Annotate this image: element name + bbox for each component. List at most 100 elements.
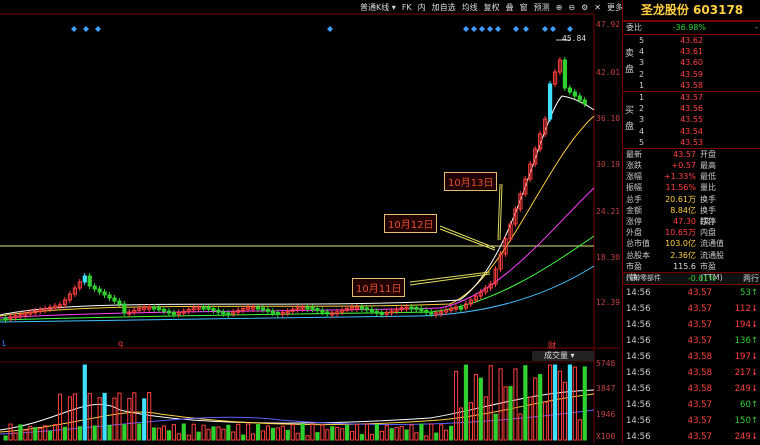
candle[interactable] bbox=[132, 309, 137, 313]
volume-bar[interactable] bbox=[211, 426, 216, 441]
volume-bar[interactable] bbox=[147, 392, 152, 441]
candle[interactable] bbox=[255, 306, 261, 310]
volume-bar[interactable] bbox=[354, 423, 360, 441]
candle[interactable] bbox=[389, 310, 394, 314]
candle[interactable] bbox=[458, 306, 464, 310]
candle[interactable] bbox=[538, 133, 543, 150]
toolbar-add-watchlist[interactable]: 加自选 bbox=[431, 2, 456, 12]
candle[interactable] bbox=[211, 307, 216, 311]
volume-bars[interactable] bbox=[3, 364, 587, 441]
candle[interactable] bbox=[33, 310, 38, 314]
sell-order-row[interactable]: 4 43.61 bbox=[639, 47, 703, 57]
candle[interactable] bbox=[374, 310, 379, 314]
buy-order-row[interactable]: 3 43.55 bbox=[639, 115, 703, 125]
volume-bar[interactable] bbox=[498, 368, 503, 441]
candle[interactable] bbox=[127, 311, 132, 315]
candle[interactable] bbox=[290, 308, 295, 312]
candle[interactable] bbox=[345, 307, 350, 311]
candle[interactable] bbox=[72, 287, 78, 295]
buy-order-row[interactable]: 2 43.56 bbox=[639, 104, 703, 114]
volume-bar[interactable] bbox=[201, 424, 206, 441]
volume-bar[interactable] bbox=[508, 386, 513, 441]
volume-bar[interactable] bbox=[122, 424, 127, 441]
candle[interactable] bbox=[439, 311, 444, 315]
candle[interactable] bbox=[87, 275, 92, 287]
candle[interactable] bbox=[582, 99, 587, 105]
candle[interactable] bbox=[236, 309, 241, 313]
toolbar-inner[interactable]: 内 bbox=[417, 2, 426, 12]
candle[interactable] bbox=[315, 308, 320, 312]
volume-bar[interactable] bbox=[320, 424, 325, 441]
volume-bar[interactable] bbox=[449, 425, 454, 441]
volume-bar[interactable] bbox=[340, 428, 345, 441]
volume-bar[interactable] bbox=[92, 425, 97, 441]
candle[interactable] bbox=[384, 311, 389, 315]
volume-bar[interactable] bbox=[350, 431, 355, 441]
candle[interactable] bbox=[305, 306, 310, 310]
volume-bar[interactable] bbox=[33, 427, 38, 441]
candle[interactable] bbox=[325, 311, 330, 315]
candle[interactable] bbox=[513, 208, 518, 225]
sector-row[interactable]: 汽车零部件 -0.01% 两行 bbox=[623, 271, 760, 285]
candle[interactable] bbox=[543, 118, 548, 135]
candle[interactable] bbox=[557, 59, 563, 73]
volume-bar[interactable] bbox=[394, 426, 399, 441]
buy-order-row[interactable]: 4 43.54 bbox=[639, 126, 703, 136]
candle[interactable] bbox=[206, 306, 211, 310]
volume-bar[interactable] bbox=[359, 434, 365, 441]
volume-bar[interactable] bbox=[181, 423, 186, 441]
candle[interactable] bbox=[320, 309, 325, 313]
volume-bar[interactable] bbox=[488, 365, 493, 441]
candle[interactable] bbox=[246, 306, 251, 310]
volume-bar[interactable] bbox=[28, 425, 33, 441]
candle[interactable] bbox=[23, 312, 28, 316]
sell-order-row[interactable]: 1 43.58 bbox=[639, 80, 703, 90]
volume-bar[interactable] bbox=[582, 366, 587, 441]
volume-bar[interactable] bbox=[577, 419, 582, 441]
volume-bar[interactable] bbox=[166, 430, 172, 441]
volume-bar[interactable] bbox=[345, 425, 350, 441]
volume-bar[interactable] bbox=[419, 423, 424, 441]
volume-bar[interactable] bbox=[13, 432, 18, 441]
candle[interactable] bbox=[488, 283, 493, 289]
volume-bar[interactable] bbox=[206, 428, 211, 441]
candle[interactable] bbox=[295, 307, 300, 311]
event-markers[interactable] bbox=[71, 26, 573, 32]
volume-bar[interactable] bbox=[374, 423, 379, 441]
candle[interactable] bbox=[186, 308, 191, 312]
sell-order-row[interactable]: 3 43.60 bbox=[639, 58, 703, 68]
sell-order-row[interactable]: 5 43.62 bbox=[639, 36, 703, 45]
candle[interactable] bbox=[102, 291, 107, 296]
volume-bar[interactable] bbox=[538, 374, 543, 441]
candle[interactable] bbox=[260, 307, 266, 311]
candle[interactable] bbox=[251, 306, 256, 310]
volume-bar[interactable] bbox=[434, 432, 439, 441]
candle[interactable] bbox=[364, 307, 370, 311]
candle[interactable] bbox=[270, 310, 275, 314]
volume-bar[interactable] bbox=[176, 433, 181, 441]
candle[interactable] bbox=[191, 307, 196, 311]
volume-bar[interactable] bbox=[409, 424, 414, 441]
volume-bar[interactable] bbox=[404, 429, 409, 441]
candle[interactable] bbox=[92, 285, 97, 290]
candle[interactable] bbox=[38, 309, 43, 313]
volume-bar[interactable] bbox=[137, 423, 142, 441]
candle[interactable] bbox=[503, 238, 508, 255]
candle[interactable] bbox=[67, 293, 73, 301]
toolbar-overlay[interactable]: 叠 bbox=[505, 2, 514, 12]
volume-bar[interactable] bbox=[300, 423, 305, 441]
toolbar-kline-type[interactable]: 普通K线 ▾ bbox=[360, 2, 396, 12]
volume-bar[interactable] bbox=[23, 429, 28, 441]
volume-bar[interactable] bbox=[265, 425, 271, 441]
volume-bar[interactable] bbox=[305, 435, 310, 441]
candle[interactable] bbox=[117, 300, 122, 305]
candle[interactable] bbox=[196, 306, 201, 310]
volume-bar[interactable] bbox=[107, 424, 112, 441]
candle[interactable] bbox=[518, 193, 523, 210]
candle[interactable] bbox=[404, 306, 409, 310]
volume-bar[interactable] bbox=[142, 398, 147, 441]
volume-bar[interactable] bbox=[251, 433, 256, 441]
volume-bar[interactable] bbox=[186, 434, 191, 441]
volume-bar[interactable] bbox=[295, 432, 300, 441]
toolbar-fk[interactable]: FK bbox=[401, 2, 412, 12]
